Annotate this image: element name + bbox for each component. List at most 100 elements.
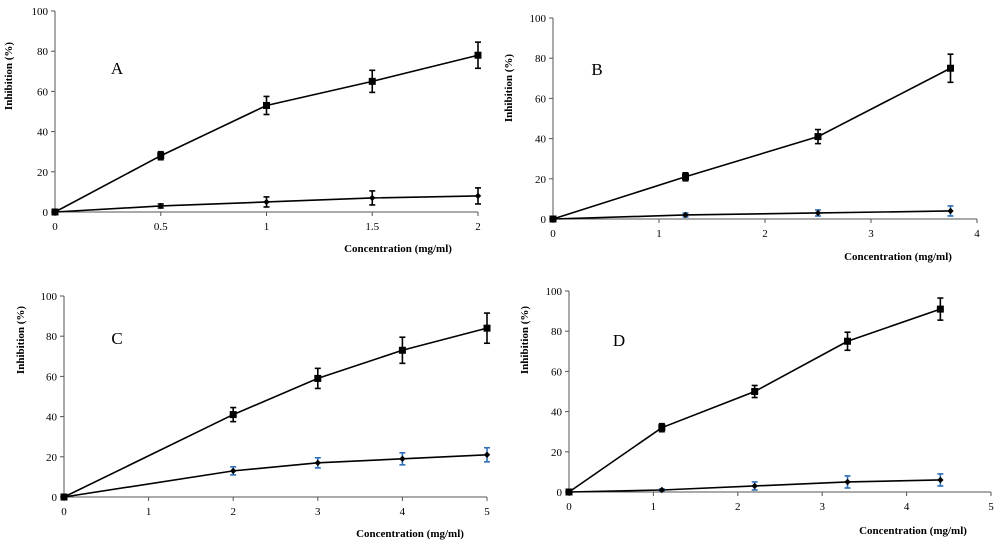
data-point-square: [157, 152, 165, 160]
data-point-square: [947, 64, 954, 72]
data-point-square: [483, 324, 491, 332]
data-point-square: [398, 346, 406, 354]
x-tick-label: 0.5: [154, 221, 168, 233]
y-tick-label: 0: [43, 207, 49, 219]
panel-c: 0 20 40 60 80 100 0 1 2 3 4 5 Concentration (mg/ml) I…: [15, 291, 491, 540]
x-tick-label: 3: [315, 506, 321, 518]
y-tick-label: 20: [46, 452, 58, 464]
panel-label: B: [591, 60, 602, 79]
x-tick-label: 0: [52, 221, 58, 233]
panel-b: 0 20 40 60 80 100 0 1 2 3 4 Concentration (mg/ml) In…: [503, 13, 980, 263]
panel-label: D: [613, 331, 625, 350]
y-tick-label: 20: [535, 174, 547, 186]
data-point-diamond: [399, 455, 406, 463]
series-line-2: [552, 210, 951, 220]
panel-a: 0 20 40 60 80 100 0 0.5 1 1.5 2 Concentration (mg/m…: [3, 6, 482, 255]
data-point-diamond: [682, 211, 689, 219]
x-tick-label: 5: [988, 501, 994, 513]
x-tick-label: 4: [904, 501, 910, 513]
data-point-square: [814, 133, 822, 141]
data-point-diamond: [937, 476, 944, 484]
y-tick-label: 80: [46, 331, 58, 343]
y-tick-label: 80: [551, 326, 563, 338]
data-point-diamond: [474, 192, 482, 200]
data-point-square: [263, 101, 270, 109]
series-line-1: [552, 67, 951, 220]
x-axis-title: Concentration (mg/ml): [356, 528, 464, 540]
y-tick-label: 60: [551, 366, 563, 378]
data-point-diamond: [369, 194, 376, 202]
y-tick-label: 0: [541, 214, 547, 226]
y-tick-label: 100: [32, 6, 49, 18]
x-tick-label: 0: [61, 506, 67, 518]
x-tick-label: 2: [735, 501, 741, 513]
y-tick-label: 100: [546, 286, 563, 298]
y-tick-label: 60: [37, 86, 49, 98]
y-tick-label: 0: [52, 492, 58, 504]
data-point-diamond: [549, 215, 557, 223]
series-line-1: [63, 327, 488, 498]
y-tick-label: 40: [46, 412, 58, 424]
x-tick-label: 3: [819, 501, 825, 513]
series-line-2: [63, 453, 488, 498]
x-tick-label: 1: [146, 506, 152, 518]
x-tick-label: 0: [550, 228, 556, 240]
data-point-square: [682, 173, 689, 181]
x-tick-label: 5: [484, 506, 490, 518]
y-tick-label: 80: [37, 46, 49, 58]
x-axis-title: Concentration (mg/ml): [344, 243, 452, 255]
y-tick-label: 60: [46, 371, 58, 383]
data-point-diamond: [263, 198, 270, 206]
y-tick-label: 100: [41, 291, 58, 303]
data-point-square: [474, 51, 482, 59]
y-axis-title: Inhibition (%): [503, 54, 515, 122]
panel-d: 0 20 40 60 80 100 0 1 2 3 4 5 Concentration (mg/ml) I…: [519, 286, 994, 537]
data-point-diamond: [844, 478, 851, 486]
y-tick-label: 40: [37, 127, 49, 139]
data-point-square: [936, 305, 944, 313]
data-point-diamond: [565, 488, 573, 496]
y-tick-label: 0: [557, 487, 563, 499]
data-point-square: [751, 388, 759, 395]
data-point-square: [368, 77, 376, 85]
x-tick-label: 2: [230, 506, 236, 518]
x-tick-label: 3: [868, 228, 874, 240]
y-tick-label: 40: [551, 407, 563, 419]
x-tick-label: 0: [566, 501, 572, 513]
y-axis-title: Inhibition (%): [3, 42, 15, 110]
data-point-square: [314, 374, 322, 382]
data-point-diamond: [658, 486, 666, 494]
x-tick-label: 1.5: [365, 221, 379, 233]
data-point-square: [658, 424, 666, 432]
y-tick-label: 20: [37, 167, 49, 179]
x-tick-label: 1: [656, 228, 662, 240]
data-point-square: [844, 337, 852, 345]
y-tick-label: 20: [551, 447, 563, 459]
x-tick-label: 4: [974, 228, 980, 240]
x-axis-title: Concentration (mg/ml): [844, 251, 952, 263]
x-axis-title: Concentration (mg/ml): [859, 525, 967, 537]
x-tick-label: 1: [264, 221, 270, 233]
y-axis-title: Inhibition (%): [519, 306, 531, 374]
data-point-diamond: [814, 209, 822, 217]
data-point-diamond: [60, 493, 68, 501]
data-point-diamond: [751, 482, 758, 490]
data-point-diamond: [314, 459, 321, 467]
data-point-diamond: [947, 207, 954, 215]
y-axis-title: Inhibition (%): [15, 306, 27, 374]
x-tick-label: 2: [762, 228, 768, 240]
panel-label: C: [111, 329, 122, 348]
series-line-1: [54, 54, 479, 213]
x-tick-label: 4: [400, 506, 406, 518]
data-point-diamond: [157, 202, 164, 210]
x-tick-label: 1: [651, 501, 657, 513]
data-point-square: [229, 411, 237, 419]
data-point-diamond: [230, 467, 237, 475]
x-tick-label: 2: [475, 221, 481, 233]
panel-label: A: [111, 59, 124, 78]
y-tick-label: 40: [535, 134, 547, 146]
data-point-diamond: [51, 208, 59, 216]
y-tick-label: 100: [530, 13, 547, 25]
y-tick-label: 60: [535, 93, 547, 105]
